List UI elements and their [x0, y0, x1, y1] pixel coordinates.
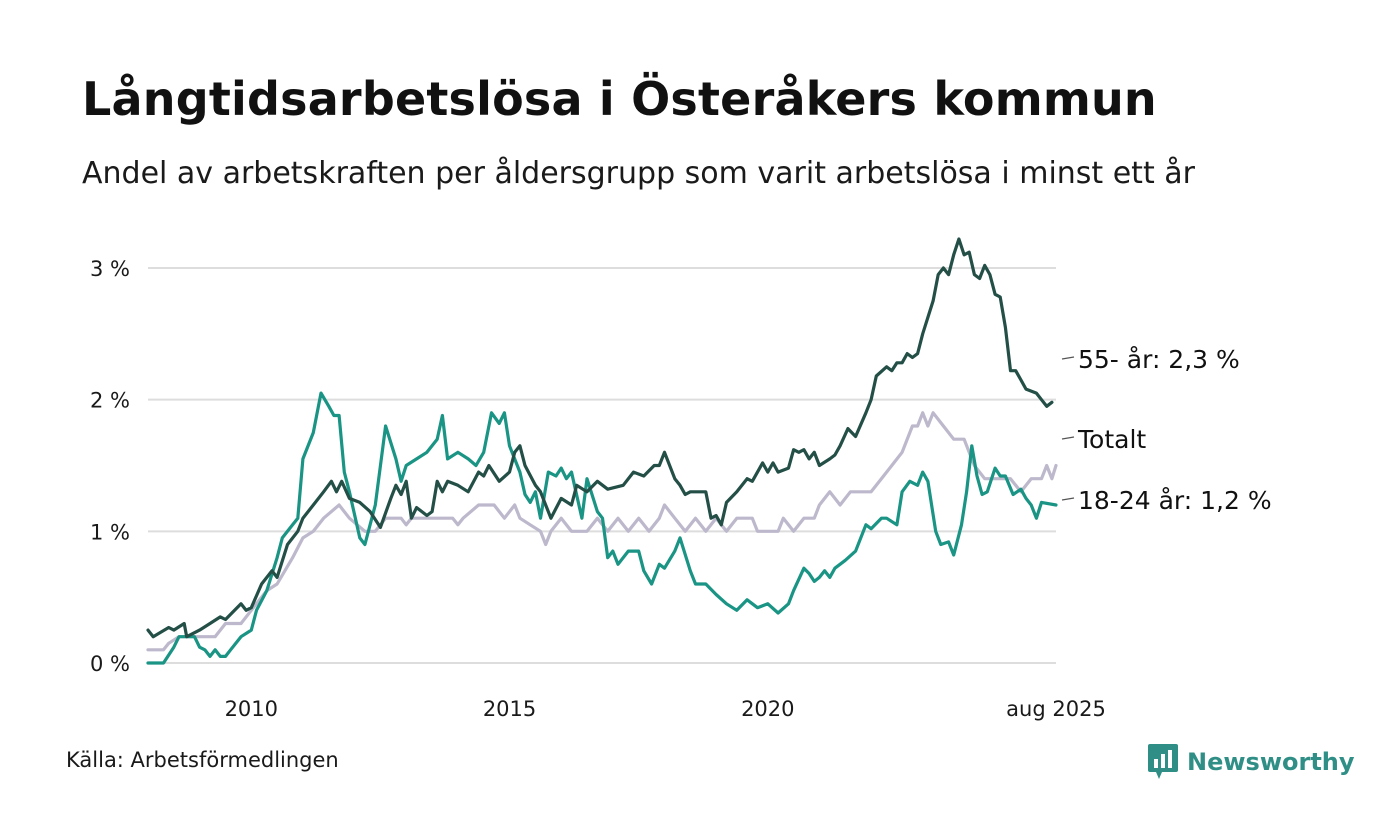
- y-tick-label-2: 2 %: [90, 389, 130, 413]
- x-tick-label-0: 2010: [225, 697, 278, 721]
- series-end-labels: 55- år: 2,3 % Totalt 18-24 år: 1,2 %: [1061, 345, 1272, 515]
- series-line-total: [146, 411, 1058, 652]
- x-tick-label-3: aug 2025: [1006, 697, 1106, 721]
- series-line-18-24: [146, 391, 1058, 665]
- end-label-18-24-tick: [1061, 497, 1075, 501]
- end-label-55-tick: [1061, 356, 1075, 360]
- end-label-total: Totalt: [1077, 425, 1146, 454]
- y-axis-tick-labels: 0 % 1 % 2 % 3 %: [90, 257, 130, 676]
- x-axis-tick-labels: 2010 2015 2020 aug 2025: [225, 697, 1106, 721]
- series-line-55: [146, 237, 1054, 639]
- end-label-55: 55- år: 2,3 %: [1078, 345, 1240, 374]
- y-gridlines: [148, 267, 1056, 664]
- y-tick-label-0: 0 %: [90, 652, 130, 676]
- series-lines: [146, 237, 1058, 665]
- end-label-18-24: 18-24 år: 1,2 %: [1078, 486, 1272, 515]
- y-tick-label-1: 1 %: [90, 520, 130, 544]
- source-note: Källa: Arbetsförmedlingen: [66, 748, 339, 772]
- newsworthy-logo: Newsworthy: [1148, 742, 1355, 782]
- chart-title: Långtidsarbetslösa i Österåkers kommun: [82, 72, 1157, 126]
- chart-subtitle: Andel av arbetskraften per åldersgrupp s…: [82, 156, 1195, 191]
- newsworthy-logo-text: Newsworthy: [1187, 748, 1355, 776]
- newsworthy-logo-icon: [1148, 744, 1178, 779]
- x-tick-label-1: 2015: [483, 697, 536, 721]
- y-tick-label-3: 3 %: [90, 257, 130, 281]
- x-tick-label-2: 2020: [741, 697, 794, 721]
- end-label-total-tick: [1061, 436, 1075, 440]
